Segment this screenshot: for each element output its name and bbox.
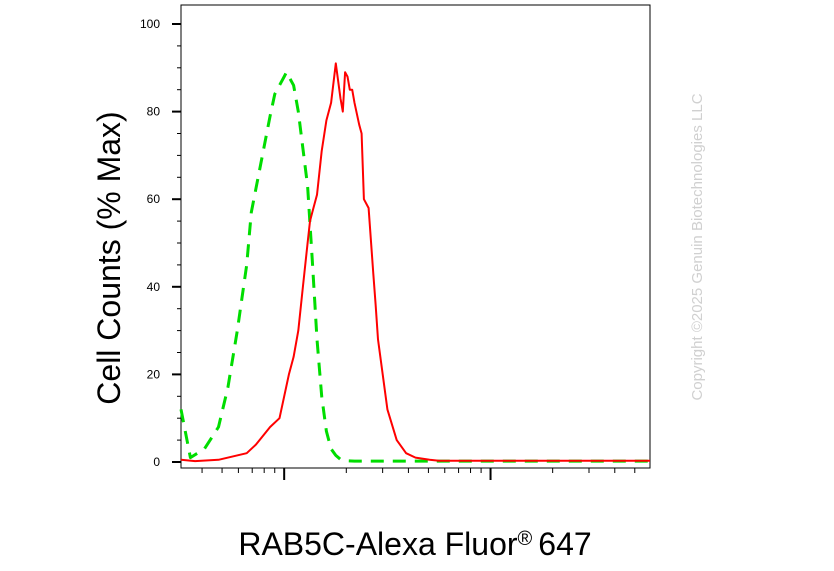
x-axis-title-suffix: 647 [538, 526, 591, 562]
isotype-control-curve [179, 70, 650, 463]
rab5c-sample-curve [180, 62, 650, 463]
y-axis-title: Cell Counts (% Max) [91, 111, 127, 404]
x-axis-title-mark: ® [518, 528, 533, 550]
y-tick-label: 60 [147, 192, 161, 206]
x-axis-title-text: RAB5C-Alexa Fluor [238, 526, 518, 562]
y-tick-label: 20 [147, 367, 161, 381]
copyright-watermark: Copyright ©2025 Genuin Biotechnologies L… [689, 93, 706, 400]
x-axis-title: RAB5C-Alexa Fluor® 647 [238, 526, 591, 562]
y-tick-label: 80 [147, 105, 161, 119]
plot-frame [180, 4, 651, 469]
y-tick-label: 100 [140, 17, 160, 31]
y-tick-label: 40 [147, 280, 161, 294]
y-tick-label: 0 [153, 455, 160, 469]
